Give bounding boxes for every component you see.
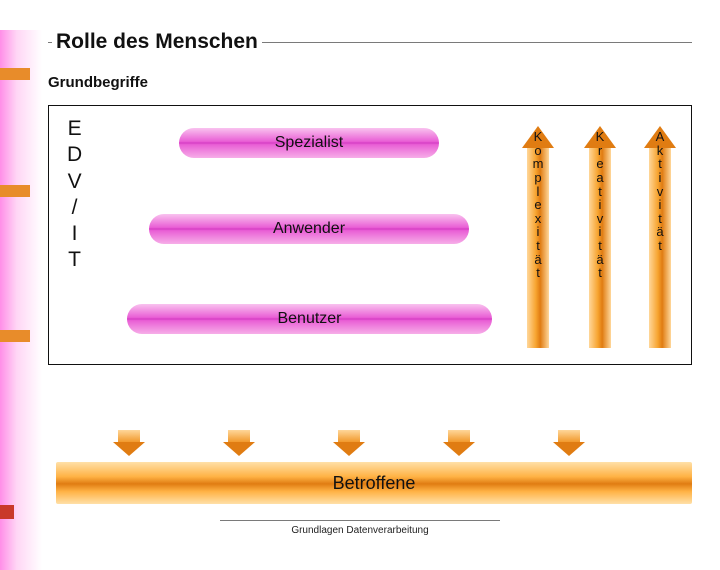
left-col-char: / [67, 195, 82, 221]
down-arrow [118, 430, 140, 444]
down-arrow [228, 430, 250, 444]
down-arrow [448, 430, 470, 444]
left-col-char: E [67, 116, 82, 142]
betroffene-bar: Betroffene [56, 462, 692, 504]
left-col-char: T [67, 247, 82, 273]
left-col-char: D [67, 142, 82, 168]
vertical-arrow-label: Aktivität [649, 130, 671, 253]
diagram-box: EDV/IT Spezialist Anwender Benutzer Komp… [48, 105, 692, 365]
subtitle: Grundbegriffe [48, 74, 692, 91]
accent-square [0, 505, 14, 519]
vertical-arrow-label: Komplexität [527, 130, 549, 280]
accent-bar [0, 330, 30, 342]
title-row: Rolle des Menschen [48, 30, 692, 54]
accent-bar [0, 185, 30, 197]
down-arrow [338, 430, 360, 444]
page-title: Rolle des Menschen [52, 30, 262, 54]
left-col-char: I [67, 221, 82, 247]
bar-spezialist: Spezialist [179, 128, 439, 158]
title-rule-right [262, 42, 692, 43]
left-column: EDV/IT [67, 116, 82, 274]
bar-benutzer: Benutzer [127, 304, 492, 334]
accent-bar [0, 68, 30, 80]
down-arrow [558, 430, 580, 444]
footer-text: Grundlagen Datenverarbeitung [0, 520, 720, 536]
down-arrows-row [48, 430, 692, 456]
vertical-arrow-label: Kreativität [589, 130, 611, 280]
bar-anwender: Anwender [149, 214, 469, 244]
left-col-char: V [67, 169, 82, 195]
